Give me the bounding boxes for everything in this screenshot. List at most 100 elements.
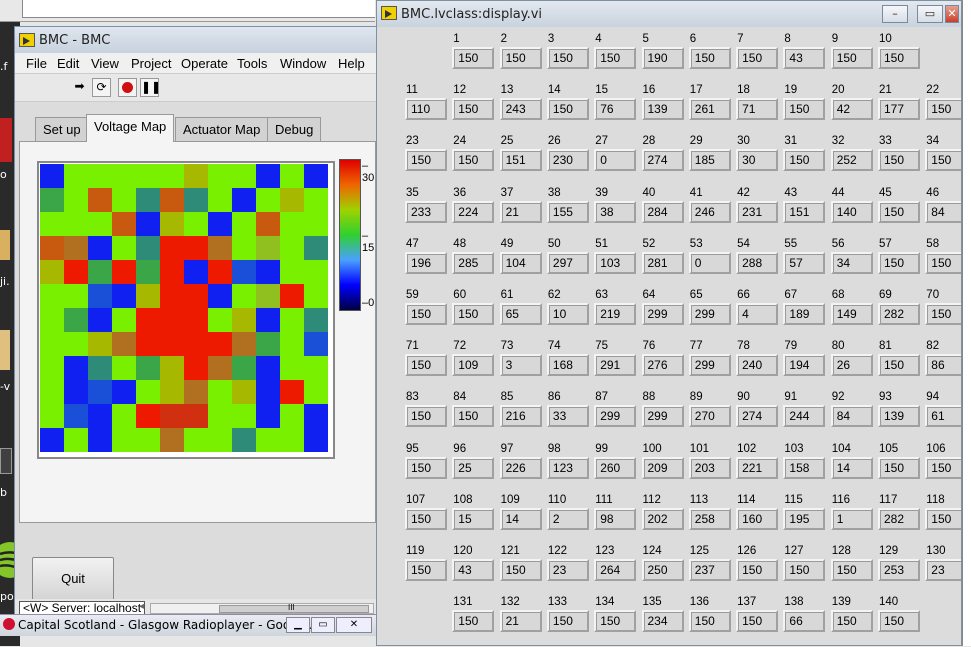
actuator-item: 78 240 (736, 340, 796, 388)
quit-button[interactable]: Quit (32, 557, 114, 601)
scroll-thumb[interactable]: III (219, 603, 369, 613)
menu-project[interactable]: Project (131, 56, 172, 71)
actuator-index-label: 5 (642, 33, 649, 45)
horizontal-scrollbar[interactable]: III (150, 603, 374, 614)
actuator-value: 150 (552, 614, 573, 629)
minimize-icon[interactable]: – (882, 5, 908, 23)
actuator-item: 130 23 (925, 545, 961, 593)
menu-help[interactable]: Help (338, 56, 365, 71)
actuator-index-label: 118 (926, 493, 945, 506)
actuator-index-label: 83 (406, 391, 419, 404)
actuator-value: 150 (552, 51, 573, 65)
bmc-title-bar[interactable]: BMC - BMC (15, 27, 376, 53)
desktop-icon[interactable] (0, 118, 12, 162)
heatmap-cell (160, 428, 184, 452)
actuator-value-indicator: 61 (925, 405, 961, 428)
menu-window[interactable]: Window (280, 56, 327, 71)
menu-view[interactable]: View (91, 56, 119, 71)
scroll-grip: III (288, 603, 295, 612)
heatmap-cell (88, 428, 112, 452)
actuator-index-label: 57 (879, 237, 892, 250)
actuator-value-indicator: 86 (925, 354, 961, 377)
actuator-value: 150 (931, 255, 952, 270)
desktop-icon[interactable] (0, 230, 10, 260)
actuator-value-indicator: 194 (783, 354, 826, 377)
actuator-value-indicator: 103 (594, 251, 637, 274)
run-arrow-icon[interactable]: ➡ (74, 79, 85, 93)
actuator-value-indicator: 150 (452, 47, 495, 69)
desktop-icon-fragment[interactable]: .f (0, 60, 8, 73)
desktop-icon-fragment[interactable]: ji. (0, 275, 10, 288)
abort-icon[interactable] (118, 78, 137, 97)
desktop-icon-fragment[interactable]: o (0, 168, 7, 181)
menu-tools[interactable]: Tools (237, 56, 268, 71)
heatmap-cell (232, 356, 256, 380)
actuator-value-indicator: 150 (925, 251, 961, 274)
actuator-value: 1 (836, 511, 844, 526)
actuator-value: 226 (505, 460, 526, 475)
actuator-value: 274 (742, 409, 763, 424)
actuator-index-label: 26 (547, 135, 561, 148)
actuator-item: 136 150 (688, 596, 749, 644)
heatmap-cell (304, 236, 328, 260)
tab-debug[interactable]: Debug (267, 117, 322, 141)
minimize-icon[interactable]: ▁ (286, 617, 310, 633)
menu-edit[interactable]: Edit (57, 56, 80, 71)
window-title: BMC.lvclass:display.vi (401, 7, 543, 22)
tab-actuator-map[interactable]: Actuator Map (175, 117, 269, 141)
desktop-icon[interactable] (0, 330, 10, 370)
actuator-value-indicator: 150 (736, 559, 779, 581)
actuator-index-label: 78 (737, 340, 750, 353)
menu-operate[interactable]: Operate (181, 56, 228, 71)
scroll-left-arrow-icon[interactable]: ◂ (139, 601, 145, 612)
actuator-item: 58 150 (925, 238, 961, 286)
close-icon[interactable]: ✕ (945, 5, 959, 23)
actuator-value-indicator: 203 (688, 456, 731, 479)
actuator-value: 196 (411, 255, 432, 270)
actuator-item: 23 150 (405, 135, 465, 183)
actuator-value-indicator: 264 (594, 559, 637, 581)
actuator-value-indicator: 110 (405, 98, 447, 121)
actuator-value: 150 (836, 614, 857, 629)
taskbar-item[interactable]: Capital Scotland - Glasgow Radioplayer -… (0, 614, 378, 636)
actuator-item: 54 288 (736, 238, 796, 286)
actuator-value: 150 (411, 563, 432, 577)
restore-icon[interactable]: ▭ (917, 5, 943, 23)
tab-voltage-map[interactable]: Voltage Map (86, 114, 175, 142)
menu-file[interactable]: File (26, 56, 47, 71)
desktop-icon-fragment[interactable]: b (0, 486, 7, 499)
close-icon[interactable]: ✕ (336, 617, 372, 633)
actuator-value-indicator: 150 (452, 405, 495, 428)
actuator-value: 0 (694, 255, 702, 270)
heatmap-cell (208, 188, 232, 212)
actuator-value-indicator: 150 (405, 405, 447, 428)
maximize-icon[interactable]: ▭ (311, 617, 335, 633)
display-title-bar[interactable]: BMC.lvclass:display.vi – ▭ ✕ (377, 1, 961, 27)
actuator-index-label: 62 (547, 289, 561, 301)
actuator-value-indicator: 150 (499, 47, 542, 69)
desktop-icon-fragment[interactable]: -v (0, 380, 11, 393)
heatmap-cell (232, 404, 256, 428)
actuator-index-label: 134 (595, 596, 615, 609)
actuator-value: 150 (411, 153, 432, 168)
actuator-value-indicator: 104 (499, 251, 542, 274)
actuator-item: 114 160 (736, 494, 796, 542)
actuator-value-indicator: 10 (546, 303, 589, 325)
actuator-value: 299 (647, 307, 668, 321)
actuator-index-label: 40 (642, 186, 656, 199)
actuator-value: 150 (458, 614, 479, 629)
actuator-value-indicator: 150 (783, 149, 826, 172)
actuator-value: 224 (458, 204, 479, 219)
pause-icon[interactable]: ❚❚ (140, 78, 161, 97)
actuator-index-label: 89 (689, 391, 703, 404)
run-continuously-icon[interactable]: ⟳ (92, 78, 111, 97)
actuator-value: 150 (411, 460, 432, 475)
tab-setup[interactable]: Set up (35, 117, 89, 141)
desktop-icon[interactable] (0, 448, 12, 474)
actuator-value-indicator: 33 (546, 405, 589, 428)
actuator-index-label: 29 (689, 135, 703, 148)
actuator-value-indicator: 233 (405, 200, 447, 223)
actuator-value: 23 (552, 563, 567, 577)
heatmap-cell (256, 308, 280, 332)
actuator-index-label: 119 (406, 545, 425, 557)
